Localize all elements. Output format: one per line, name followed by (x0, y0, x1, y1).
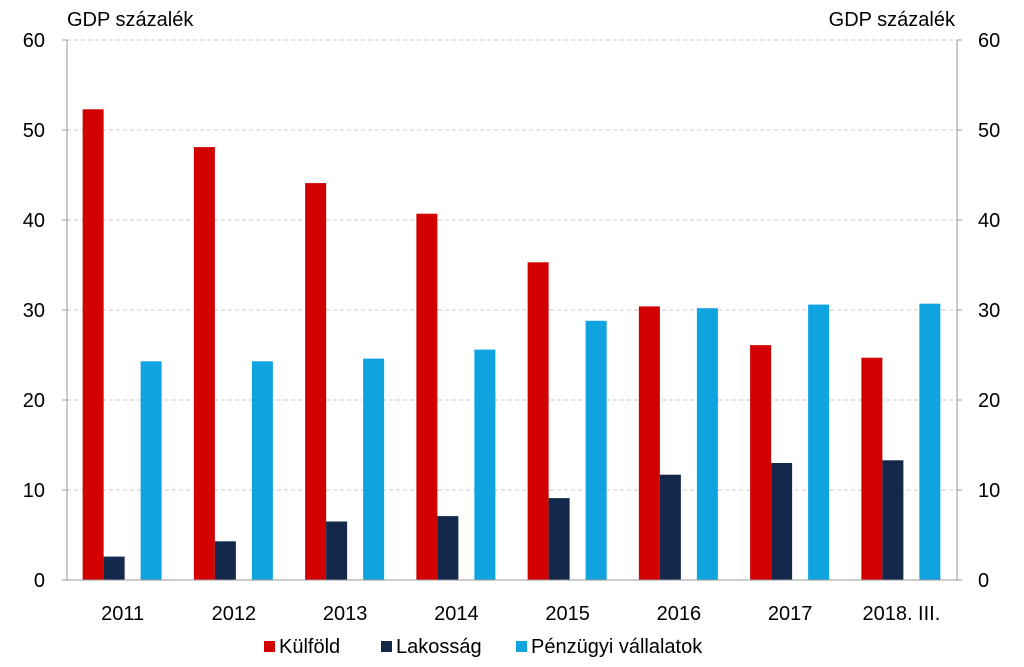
legend: Külföld Lakosság Pénzügyi vállalatok (264, 636, 703, 658)
y-tick-label-left: 40 (23, 210, 45, 232)
axes: 0 0 10 10 20 20 30 30 40 40 50 50 60 60 2011 2012 2013 20… (23, 30, 1001, 625)
bar-lakoss-g (103, 556, 125, 580)
bar-lakoss-g (771, 463, 793, 580)
bar-lakoss-g (437, 516, 459, 580)
bar-k-lf-ld (193, 147, 215, 580)
bar-p-nz-gyi-v-llalatok (140, 361, 162, 580)
bar-k-lf-ld (750, 345, 772, 580)
y-tick-label-left: 0 (34, 570, 45, 592)
bar-p-nz-gyi-v-llalatok (919, 303, 941, 580)
y-tick-label-right: 30 (978, 300, 1000, 322)
y-tick-label-right: 40 (978, 210, 1000, 232)
y-tick-label-right: 10 (978, 480, 1000, 502)
y-tick-label-right: 0 (978, 570, 989, 592)
x-tick-label: 2015 (545, 603, 590, 625)
y-tick-label-left: 50 (23, 120, 45, 142)
bar-p-nz-gyi-v-llalatok (474, 349, 496, 580)
bars (82, 109, 941, 581)
bar-lakoss-g (326, 521, 348, 580)
bar-lakoss-g (659, 474, 681, 580)
legend-swatch (516, 641, 527, 652)
bar-p-nz-gyi-v-llalatok (585, 320, 607, 580)
x-tick-label: 2018. III. (862, 603, 940, 625)
bar-k-lf-ld (305, 183, 327, 580)
legend-label: Pénzügyi vállalatok (531, 636, 703, 658)
y-tick-label-left: 10 (23, 480, 45, 502)
bar-k-lf-ld (527, 262, 549, 580)
bar-lakoss-g (214, 541, 236, 580)
legend-swatch (381, 641, 392, 652)
y-tick-label-left: 60 (23, 30, 45, 52)
y-axis-title-right: GDP százalék (829, 9, 956, 31)
y-axis-title-left: GDP százalék (67, 9, 194, 31)
x-tick-label: 2011 (101, 603, 144, 625)
bar-lakoss-g (882, 460, 904, 580)
legend-label: Külföld (279, 636, 340, 658)
legend-label: Lakosság (396, 636, 482, 658)
y-tick-label-left: 20 (23, 390, 45, 412)
legend-swatch (264, 641, 275, 652)
bar-p-nz-gyi-v-llalatok (696, 308, 718, 580)
bar-lakoss-g (548, 498, 570, 580)
y-tick-label-right: 50 (978, 120, 1000, 142)
y-tick-label-left: 30 (23, 300, 45, 322)
bar-p-nz-gyi-v-llalatok (363, 358, 385, 580)
y-tick-label-right: 60 (978, 30, 1000, 52)
bar-p-nz-gyi-v-llalatok (808, 304, 830, 580)
gridlines (67, 39, 957, 491)
bar-k-lf-ld (416, 213, 438, 580)
bar-k-lf-ld (82, 109, 104, 581)
bar-k-lf-ld (638, 306, 660, 580)
x-tick-label: 2012 (212, 603, 257, 625)
x-tick-label: 2017 (768, 603, 813, 625)
bar-p-nz-gyi-v-llalatok (251, 361, 273, 580)
bar-k-lf-ld (861, 357, 883, 580)
y-tick-label-right: 20 (978, 390, 1000, 412)
x-tick-label: 2013 (323, 603, 368, 625)
x-tick-label: 2014 (434, 603, 479, 625)
x-tick-label: 2016 (657, 603, 702, 625)
